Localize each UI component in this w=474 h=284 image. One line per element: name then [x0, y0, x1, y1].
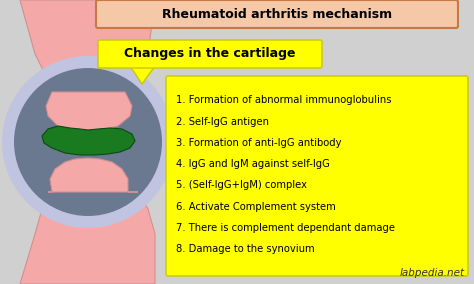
Text: 7. There is complement dependant damage: 7. There is complement dependant damage	[176, 223, 395, 233]
Polygon shape	[130, 66, 155, 84]
Ellipse shape	[14, 68, 162, 216]
Text: 4. IgG and IgM against self-IgG: 4. IgG and IgM against self-IgG	[176, 159, 330, 169]
Polygon shape	[48, 158, 138, 192]
Text: 3. Formation of anti-IgG antibody: 3. Formation of anti-IgG antibody	[176, 138, 341, 148]
FancyBboxPatch shape	[98, 40, 322, 68]
Text: 1. Formation of abnormal immunoglobulins: 1. Formation of abnormal immunoglobulins	[176, 95, 392, 105]
Text: Rheumatoid arthritis mechanism: Rheumatoid arthritis mechanism	[162, 7, 392, 20]
Text: 8. Damage to the synovium: 8. Damage to the synovium	[176, 244, 315, 254]
Text: Changes in the cartilage: Changes in the cartilage	[124, 47, 296, 60]
Polygon shape	[46, 92, 132, 130]
FancyBboxPatch shape	[166, 76, 468, 276]
Ellipse shape	[2, 56, 174, 228]
Text: 2. Self-IgG antigen: 2. Self-IgG antigen	[176, 117, 269, 127]
Text: 6. Activate Complement system: 6. Activate Complement system	[176, 202, 336, 212]
FancyBboxPatch shape	[96, 0, 458, 28]
Text: 5. (Self-IgG+IgM) complex: 5. (Self-IgG+IgM) complex	[176, 180, 307, 190]
Polygon shape	[42, 126, 135, 155]
Polygon shape	[20, 192, 155, 284]
Text: labpedia.net: labpedia.net	[400, 268, 465, 278]
Polygon shape	[20, 0, 155, 92]
